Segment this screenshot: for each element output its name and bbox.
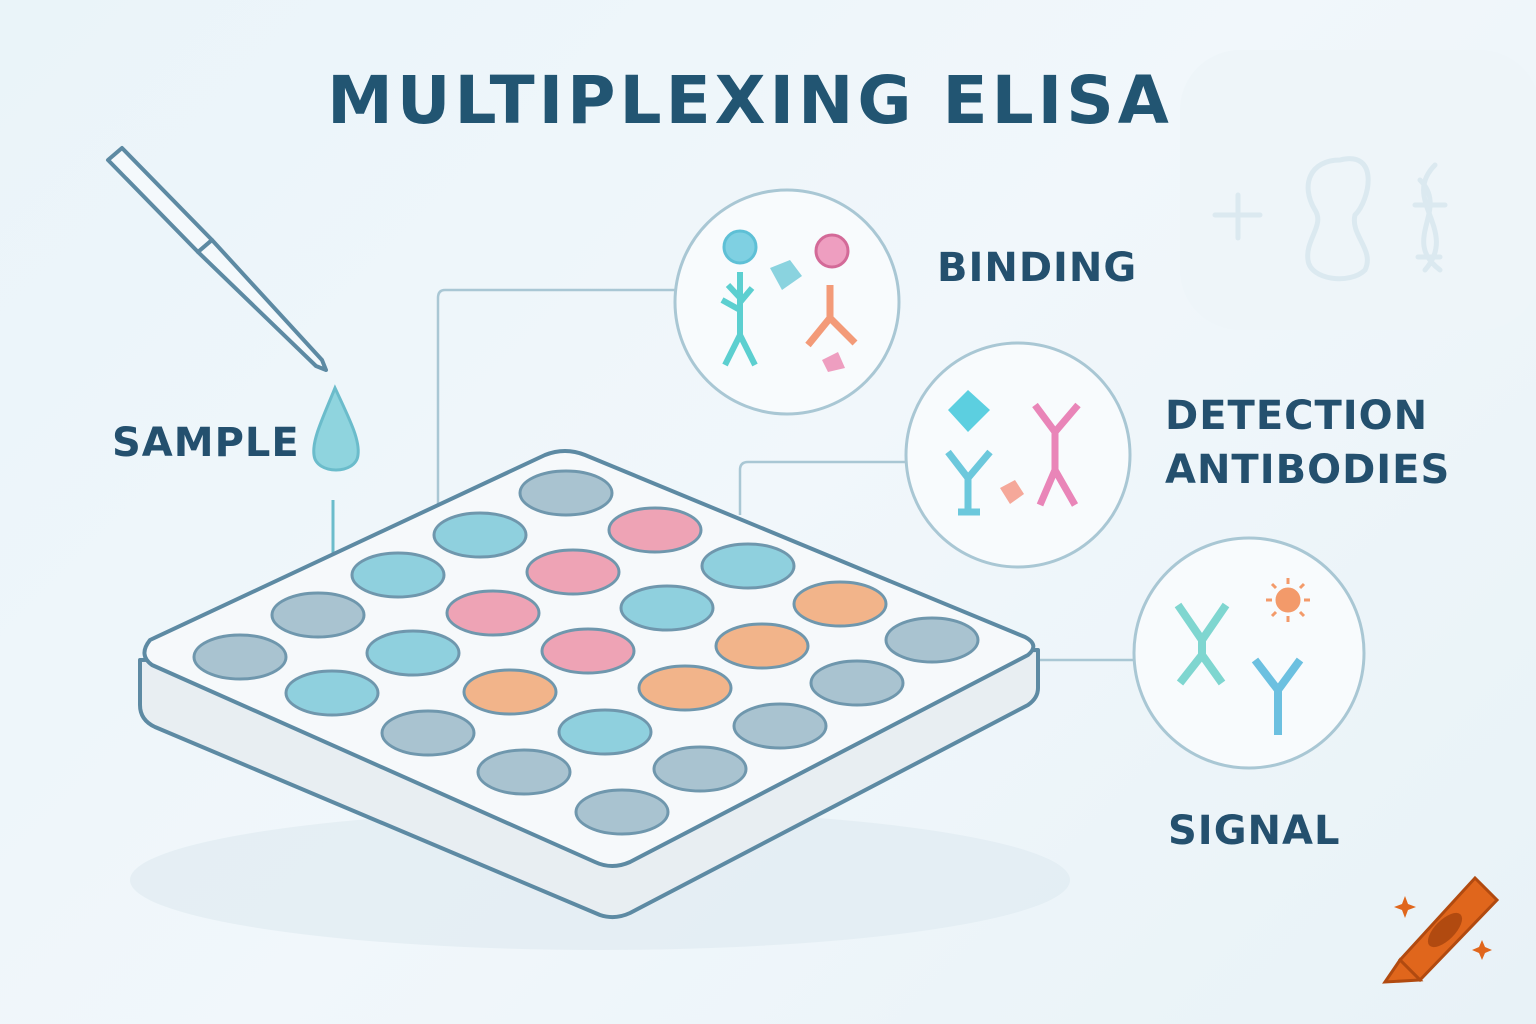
well-gray bbox=[884, 616, 980, 664]
antigen-icon bbox=[770, 260, 802, 290]
label-detection-line2: ANTIBODIES bbox=[1165, 447, 1451, 493]
label-sample: SAMPLE bbox=[112, 420, 300, 466]
well-pink bbox=[525, 548, 621, 596]
well-orange bbox=[714, 622, 810, 670]
well-orange bbox=[462, 668, 558, 716]
well-gray bbox=[192, 633, 288, 681]
well-gray bbox=[380, 709, 476, 757]
antigen-icon bbox=[1000, 480, 1024, 504]
antigen-icon bbox=[822, 352, 845, 372]
well-gray bbox=[518, 469, 614, 517]
pipette-icon bbox=[106, 146, 328, 372]
antibody-icon bbox=[805, 285, 858, 348]
well-blue bbox=[700, 542, 796, 590]
well-blue bbox=[284, 669, 380, 717]
well-gray bbox=[652, 745, 748, 793]
label-signal: SIGNAL bbox=[1168, 808, 1341, 854]
connector-lines bbox=[436, 288, 1135, 662]
antibody-icon bbox=[1032, 402, 1081, 507]
well-gray bbox=[809, 659, 905, 707]
crayon-logo-icon bbox=[1382, 875, 1500, 984]
detection-circle bbox=[904, 341, 1132, 569]
well-orange bbox=[637, 664, 733, 712]
droplet-icon bbox=[312, 384, 360, 472]
well-blue bbox=[619, 584, 715, 632]
dna-icon bbox=[1412, 162, 1448, 273]
sun-signal-icon bbox=[1266, 578, 1310, 622]
binding-circle bbox=[673, 188, 901, 416]
background-icons bbox=[1180, 50, 1536, 330]
cell-icon bbox=[1305, 156, 1371, 282]
well-orange bbox=[792, 580, 888, 628]
well-gray bbox=[732, 702, 828, 750]
antibody-icon bbox=[720, 272, 758, 367]
well-blue bbox=[365, 629, 461, 677]
well-gray bbox=[574, 788, 670, 836]
signal-circle bbox=[1132, 536, 1366, 770]
antibody-icon bbox=[1174, 602, 1230, 686]
page-title: MULTIPLEXING ELISA bbox=[327, 62, 1173, 139]
well-blue bbox=[432, 511, 528, 559]
well-gray bbox=[476, 748, 572, 796]
antibody-icon bbox=[1251, 657, 1304, 735]
well-pink bbox=[607, 506, 703, 554]
well-gray bbox=[270, 591, 366, 639]
well-pink bbox=[540, 627, 636, 675]
well-blue bbox=[350, 551, 446, 599]
antigen-icon bbox=[948, 390, 990, 432]
well-blue bbox=[557, 708, 653, 756]
well-pink bbox=[445, 589, 541, 637]
plus-icon bbox=[1212, 192, 1263, 241]
label-binding: BINDING bbox=[937, 245, 1138, 291]
antibody-icon bbox=[945, 449, 993, 516]
label-detection-line1: DETECTION bbox=[1165, 393, 1429, 439]
microplate bbox=[130, 449, 1070, 950]
